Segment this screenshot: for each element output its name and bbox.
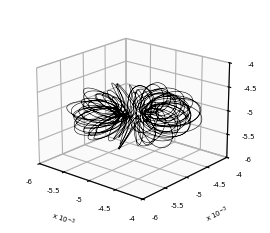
Y-axis label: x 10$^{-3}$: x 10$^{-3}$	[204, 204, 230, 225]
X-axis label: x 10$^{-3}$: x 10$^{-3}$	[50, 211, 76, 229]
